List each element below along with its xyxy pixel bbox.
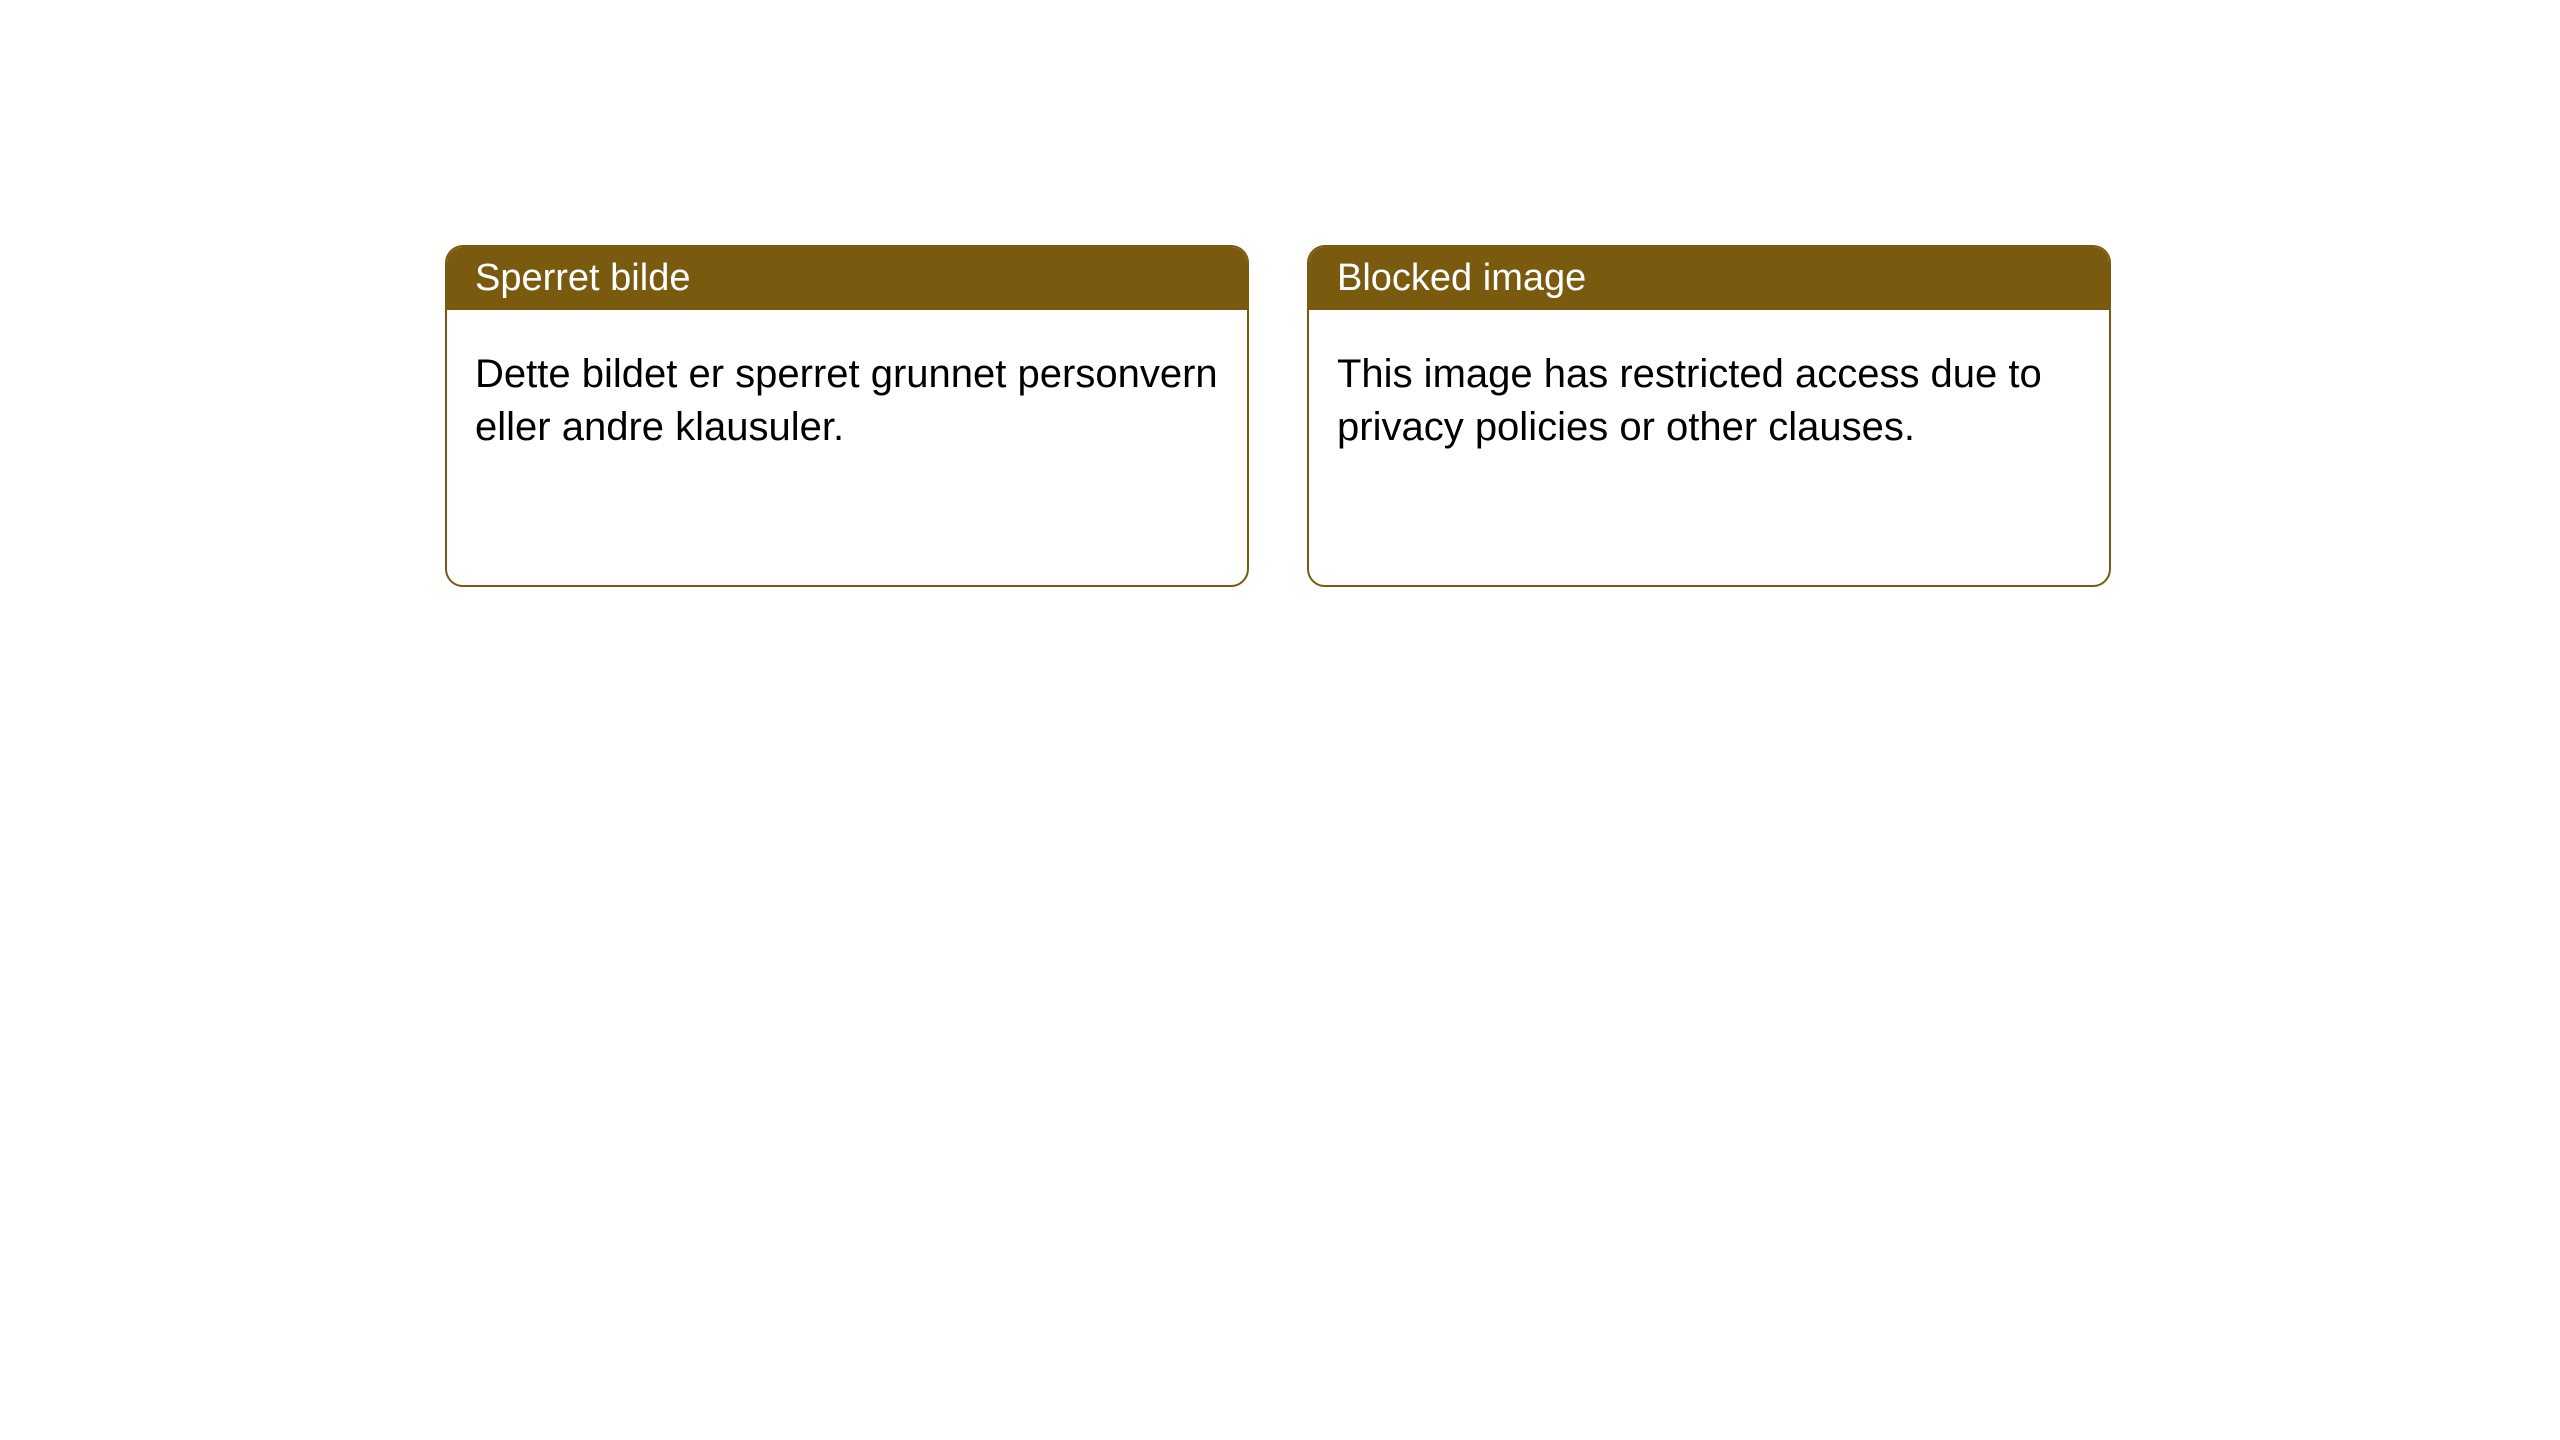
card-title: Blocked image [1337, 257, 1586, 299]
card-header: Sperret bilde [447, 247, 1247, 310]
notice-container: Sperret bilde Dette bildet er sperret gr… [0, 0, 2560, 587]
notice-card-english: Blocked image This image has restricted … [1307, 245, 2111, 587]
card-message: This image has restricted access due to … [1337, 352, 2042, 449]
card-message: Dette bildet er sperret grunnet personve… [475, 352, 1218, 449]
card-header: Blocked image [1309, 247, 2109, 310]
notice-card-norwegian: Sperret bilde Dette bildet er sperret gr… [445, 245, 1249, 587]
card-body: Dette bildet er sperret grunnet personve… [447, 310, 1247, 585]
card-title: Sperret bilde [475, 257, 690, 299]
card-body: This image has restricted access due to … [1309, 310, 2109, 585]
